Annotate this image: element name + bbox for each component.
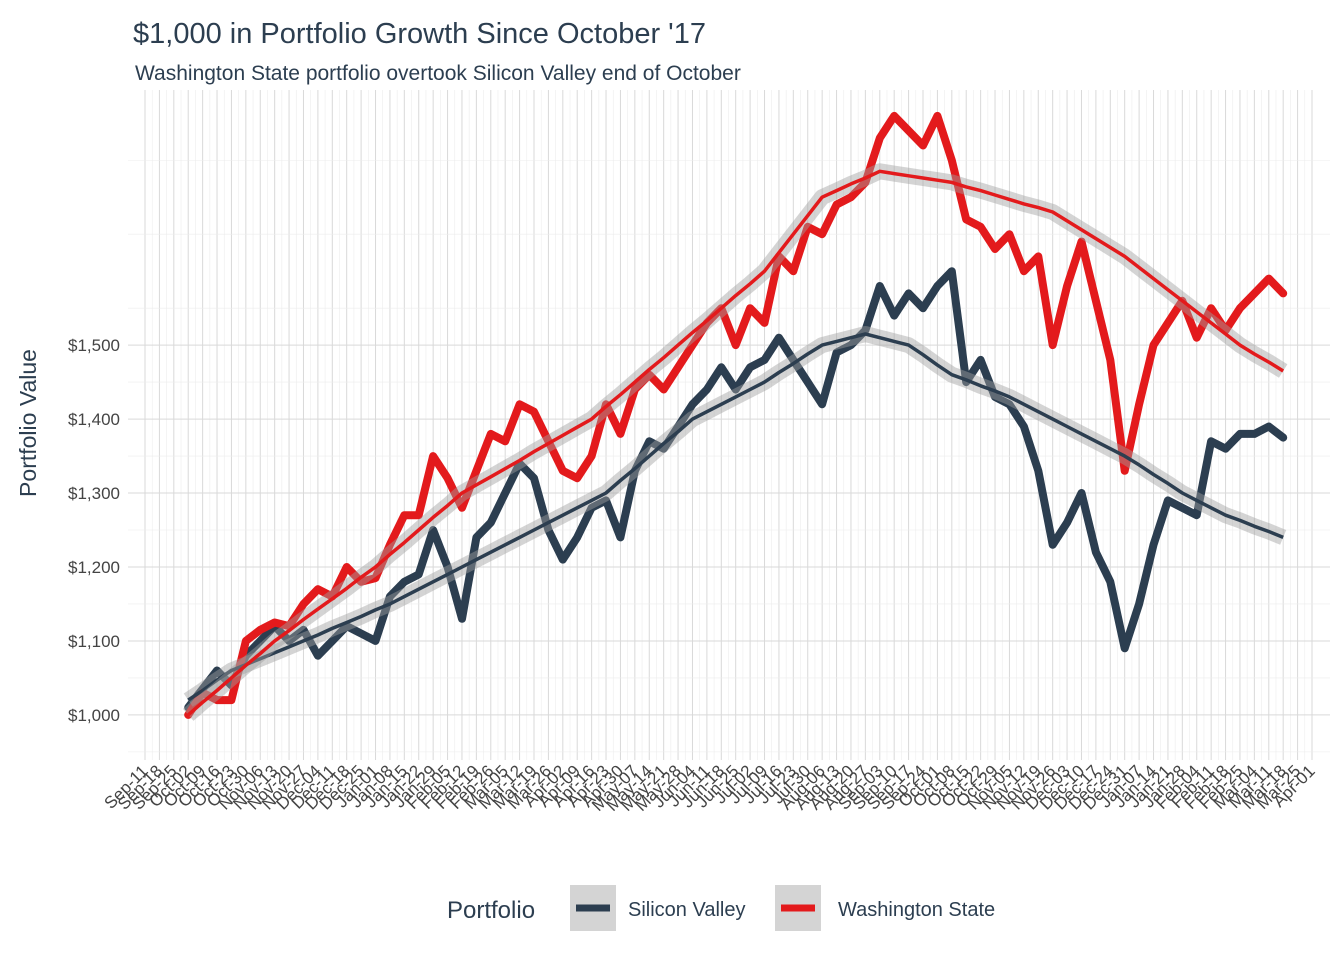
chart-title: $1,000 in Portfolio Growth Since October… <box>133 18 706 50</box>
legend-label: Washington State <box>838 899 995 921</box>
trend-line <box>187 332 1284 702</box>
legend: Portfolio Silicon Valley Washington State <box>447 885 995 931</box>
legend-title: Portfolio <box>447 897 535 924</box>
legend-label: Silicon Valley <box>628 899 745 921</box>
trend-line <box>187 169 1285 717</box>
y-tick-label: $1,400 <box>68 410 120 429</box>
y-tick-label: $1,000 <box>68 706 120 725</box>
chart-subtitle: Washington State portfolio overtook Sili… <box>135 62 741 85</box>
y-tick-label: $1,300 <box>68 484 120 503</box>
y-tick-label: $1,100 <box>68 632 120 651</box>
y-axis-label: Portfolio Value <box>15 349 41 497</box>
series-line <box>184 267 1288 712</box>
series-line <box>184 111 1288 719</box>
y-tick-label: $1,500 <box>68 336 120 355</box>
grid <box>128 90 1330 760</box>
y-tick-label: $1,200 <box>68 558 120 577</box>
plot <box>182 111 1288 721</box>
